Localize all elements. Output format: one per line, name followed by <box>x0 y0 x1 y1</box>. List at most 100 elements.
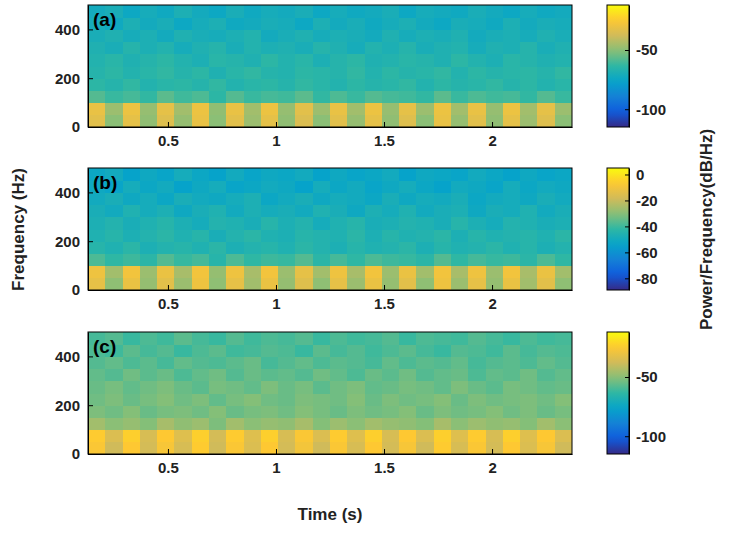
cell <box>486 17 504 30</box>
cell <box>261 266 279 279</box>
cell <box>313 229 331 242</box>
cell <box>192 405 210 418</box>
cell <box>486 5 504 18</box>
cell <box>382 54 400 67</box>
cell <box>399 332 417 345</box>
cell <box>313 205 331 218</box>
cell <box>209 369 227 382</box>
cell <box>140 393 158 406</box>
cell <box>416 192 434 205</box>
cell <box>140 90 158 103</box>
cell <box>416 241 434 254</box>
cell <box>347 90 365 103</box>
cell <box>416 278 434 290</box>
cell <box>347 5 365 18</box>
cell <box>537 369 555 382</box>
cell <box>105 78 123 91</box>
cell <box>399 253 417 266</box>
cell <box>88 103 106 116</box>
cell <box>486 278 504 290</box>
cell <box>399 217 417 230</box>
cell <box>365 332 383 345</box>
cell <box>295 205 313 218</box>
cell <box>347 180 365 193</box>
cell <box>382 78 400 91</box>
cell <box>399 229 417 242</box>
cell <box>157 332 175 345</box>
tick: 400 <box>55 184 93 201</box>
cell <box>520 278 538 290</box>
cell <box>330 393 348 406</box>
cell <box>123 90 141 103</box>
cell <box>313 17 331 30</box>
cell <box>468 442 486 454</box>
cell <box>123 405 141 418</box>
cell <box>347 115 365 127</box>
cell <box>451 393 469 406</box>
cell <box>451 78 469 91</box>
cell <box>140 192 158 205</box>
tick-label: 200 <box>55 70 80 87</box>
cell <box>520 42 538 55</box>
cell <box>451 103 469 116</box>
cell <box>226 205 244 218</box>
cell <box>555 180 572 193</box>
cell <box>468 205 486 218</box>
cell <box>278 356 296 369</box>
cell <box>192 42 210 55</box>
x-axis: 0.511.52 <box>89 285 573 312</box>
cell <box>330 417 348 430</box>
cell <box>520 369 538 382</box>
cell <box>209 78 227 91</box>
tick-mark <box>168 122 169 127</box>
cell <box>468 381 486 394</box>
cell <box>105 278 123 290</box>
cell <box>88 115 106 127</box>
cell <box>537 417 555 430</box>
cell <box>226 90 244 103</box>
cell <box>192 90 210 103</box>
cell <box>365 381 383 394</box>
cell <box>347 405 365 418</box>
cell <box>434 405 452 418</box>
cell <box>278 217 296 230</box>
cell <box>451 405 469 418</box>
cell <box>468 115 486 127</box>
cell <box>434 180 452 193</box>
tick-label: 0.5 <box>158 295 179 312</box>
cell <box>399 115 417 127</box>
cell <box>105 405 123 418</box>
cell <box>555 442 572 454</box>
axis-line <box>88 169 89 291</box>
cell <box>434 66 452 79</box>
cell <box>261 332 279 345</box>
cell <box>365 54 383 67</box>
cell <box>295 66 313 79</box>
x-axis-title: Time (s) <box>298 505 363 524</box>
cell <box>520 90 538 103</box>
cell <box>451 42 469 55</box>
cell <box>434 241 452 254</box>
cell <box>330 17 348 30</box>
cell <box>451 17 469 30</box>
cell <box>157 66 175 79</box>
cell <box>365 278 383 290</box>
cell <box>503 103 521 116</box>
cell <box>399 344 417 357</box>
cell <box>157 205 175 218</box>
panel: 0.511.520200400(c)-100-50 <box>55 332 666 476</box>
cell <box>244 66 262 79</box>
cell <box>140 430 158 443</box>
cell <box>451 115 469 127</box>
tick-label: 400 <box>55 21 80 38</box>
cell <box>261 5 279 18</box>
cell <box>330 103 348 116</box>
cell <box>520 344 538 357</box>
cell <box>468 405 486 418</box>
cell <box>399 356 417 369</box>
cell <box>503 417 521 430</box>
cell <box>416 103 434 116</box>
cell <box>88 192 106 205</box>
cell <box>192 278 210 290</box>
tick-label: 0 <box>636 166 644 183</box>
